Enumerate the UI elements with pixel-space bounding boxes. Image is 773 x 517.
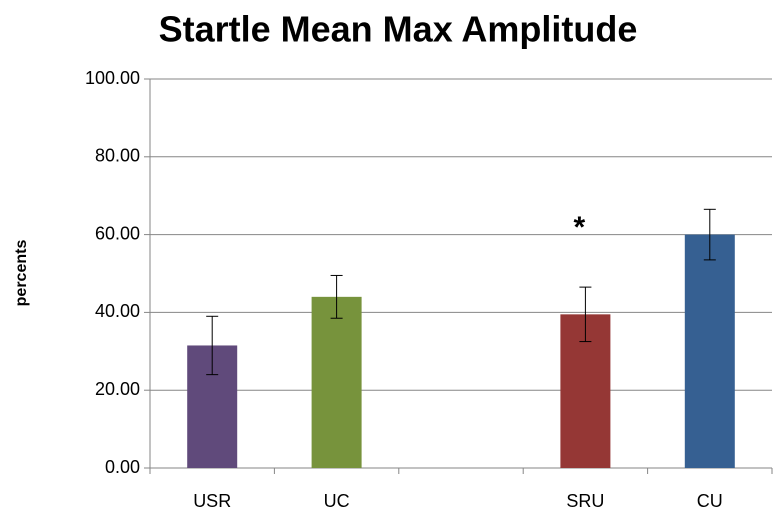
chart-title: Startle Mean Max Amplitude	[159, 9, 638, 50]
x-tick-label: CU	[697, 491, 723, 511]
y-tick-label: 40.00	[95, 301, 140, 321]
y-tick-label: 100.00	[85, 68, 140, 88]
bar	[311, 296, 362, 468]
y-tick-label: 20.00	[95, 379, 140, 399]
y-tick-label: 0.00	[105, 457, 140, 477]
y-tick-label: 60.00	[95, 223, 140, 243]
annotation: *	[574, 211, 586, 244]
bar	[684, 234, 735, 468]
x-tick-label: UC	[324, 491, 350, 511]
x-tick-label: USR	[193, 491, 231, 511]
y-tick-label: 80.00	[95, 146, 140, 166]
x-tick-label: SRU	[566, 491, 604, 511]
y-axis-label: percents	[13, 240, 30, 307]
